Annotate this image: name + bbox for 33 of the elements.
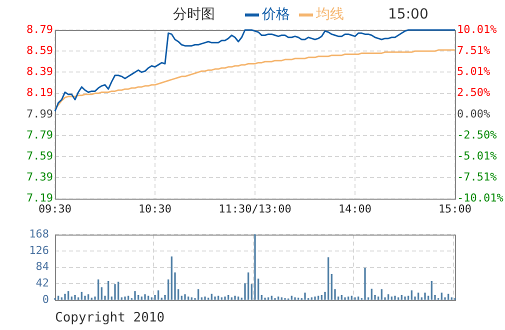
text: Copyright 2010 (55, 310, 165, 326)
y-tick-label: 84 (36, 260, 50, 274)
y-tick-label: 8.19 (26, 86, 53, 100)
y-tick-label: 42 (36, 276, 49, 290)
legend-label: 均线 (315, 6, 344, 23)
y-tick-label: 7.99 (26, 107, 53, 120)
y-tick-label: 8.59 (26, 44, 53, 57)
y-tick-label: 8.79 (26, 22, 53, 36)
y-tick-label: 0 (42, 292, 49, 306)
y2-tick-label: -10.01% (457, 192, 504, 205)
legend-label: 价格 (261, 6, 290, 23)
y2-tick-label: 0.00% (457, 107, 490, 120)
text: 15:00 (388, 6, 428, 23)
y2-tick-label: 5.01% (457, 65, 490, 78)
y2-tick-label: -7.51% (457, 170, 498, 184)
y-tick-label: 126 (29, 244, 49, 257)
y-tick-label: 8.39 (26, 65, 53, 78)
y2-tick-label: 2.50% (457, 86, 490, 100)
text: 分时图 (173, 6, 215, 23)
y2-tick-label: 7.51% (457, 44, 490, 57)
x-tick-label: 09:30 (38, 202, 72, 216)
y-tick-label: 7.39 (26, 170, 53, 184)
x-tick-label: 15:00 (438, 202, 472, 216)
y2-tick-label: 10.01% (457, 22, 498, 36)
y-tick-label: 168 (29, 227, 49, 240)
x-tick-label: 14:00 (338, 202, 372, 216)
y-tick-label: 7.19 (26, 192, 53, 205)
x-tick-label: 11:30/13:00 (218, 202, 292, 216)
y2-tick-label: -2.50% (457, 128, 498, 142)
y-tick-label: 7.59 (26, 149, 53, 162)
y2-tick-label: -5.01% (457, 150, 498, 162)
y-tick-label: 7.79 (26, 128, 53, 142)
x-tick-label: 10:30 (138, 202, 172, 216)
